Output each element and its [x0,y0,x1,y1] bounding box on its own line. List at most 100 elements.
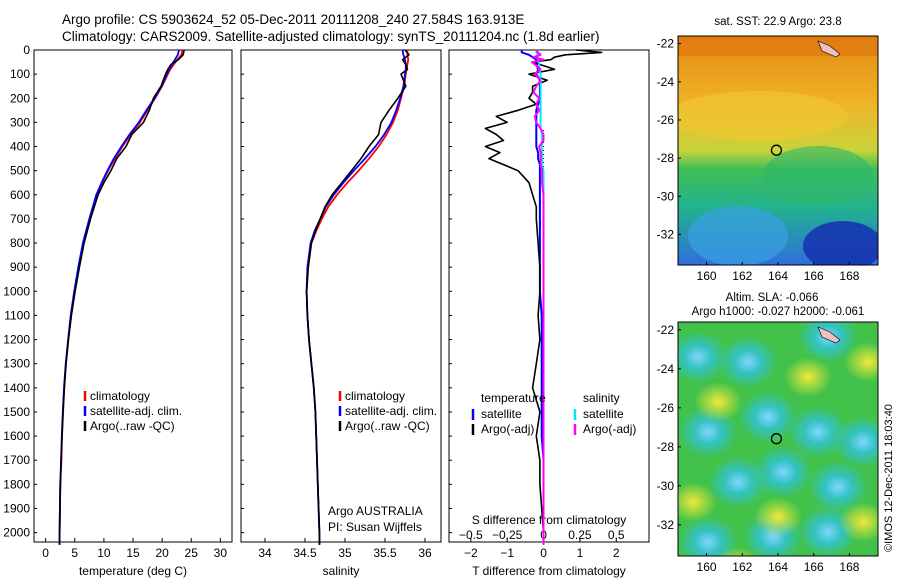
legend-title-temperature: temperature [481,391,546,405]
depth-tick-label: 900 [10,260,30,274]
difference-panel-frame [448,49,650,543]
lat-tick-label: -28 [657,440,675,454]
temperature-line-climatology [58,49,184,545]
lat-tick-label: -30 [657,479,675,493]
x-axis-label: temperature (deg C) [79,564,187,578]
lat-tick-label: -22 [657,323,675,337]
lat-tick-label: -24 [657,75,675,89]
x-tick-label: 0 [42,546,49,560]
lat-tick-label: -28 [657,151,675,165]
x-tick-label: 2 [613,546,620,560]
land-shape [817,40,841,58]
map-panels: -22 -24 -26 -28 -30 -32 160 162 164 166 168 sat. SS… [657,16,879,574]
sla-map-title-1: Altim. SLA: -0.066 [726,292,819,304]
legend-label: satellite-adj. clim. [90,404,182,418]
legend-label: Argo(..raw -QC) [90,419,175,433]
sla-low-blob [678,516,738,556]
difference-line-temp-argo [484,49,603,545]
depth-tick-label: 0 [23,43,30,57]
difference-panel: −2 −1 0 1 2 T difference from climatology S di… [448,49,650,578]
sla-high-blob [754,497,802,537]
sst-warm-band [678,36,878,56]
x-tick-label: 5 [71,546,78,560]
difference-line-temp-satellite [520,50,545,545]
legend-label: Argo(..raw -QC) [345,419,430,433]
profile-panels: 0100200300400500600700800900100011001200… [3,43,650,578]
lon-tick-label: 168 [839,560,859,574]
lat-tick-label: -26 [657,113,675,127]
x-tick-label: 1 [577,546,584,560]
sla-low-blob [788,406,848,458]
depth-tick-label: 1200 [3,333,30,347]
sst-yellow-patch [678,91,848,141]
annotation-line-1: Argo AUSTRALIA [328,504,423,518]
lat-tick-label: -26 [657,401,675,415]
lon-tick-label: 164 [768,560,788,574]
depth-tick-label: 1300 [3,357,30,371]
legend-title-salinity: salinity [583,391,620,405]
sla-high-blob [678,482,717,522]
depth-tick-label: 200 [10,91,30,105]
sla-map-title-2: Argo h1000: -0.027 h2000: -0.061 [692,306,865,318]
temperature-line-satellite [58,49,180,545]
lat-tick-label: -32 [657,227,675,241]
x-tick-label: 30 [214,546,228,560]
sla-low-blob [833,416,878,468]
temperature-panel-frame [33,49,233,543]
sla-map-field [678,322,878,556]
x-axis-label: T difference from climatology [472,564,626,578]
sla-map: -22 -24 -26 -28 -30 -32 160 162 164 166 168 Altim. … [657,292,879,574]
legend-label: Argo(-adj) [583,422,636,436]
temperature-line-argo [58,49,185,545]
sla-high-blob [839,502,878,542]
lon-tick-label: 160 [697,560,717,574]
x-tick-label: −2 [464,546,478,560]
profile-location-marker [770,144,783,156]
header-line-2: Climatology: CARS2009. Satellite-adjuste… [62,29,600,44]
x-tick-label: 36 [418,546,432,560]
depth-tick-label: 1900 [3,501,30,515]
lat-tick-label: -30 [657,189,675,203]
lon-tick-label: 166 [804,560,824,574]
depth-tick-label: 500 [10,164,30,178]
annotation-line-2: PI: Susan Wijffels [328,520,422,534]
x-tick-label: 10 [97,546,111,560]
x-axis-label: salinity [323,564,360,578]
sst-map: -22 -24 -26 -28 -30 -32 160 162 164 166 168 sat. SS… [657,16,879,283]
lon-tick-label: 162 [732,269,752,283]
lon-tick-label: 166 [804,269,824,283]
depth-tick-label: 1000 [3,284,30,298]
land-shape [817,326,841,344]
depth-tick-label: 700 [10,212,30,226]
lon-tick-label: 164 [768,269,788,283]
x-tick-label: 35 [338,546,352,560]
sst-map-field [678,36,878,265]
top-tick-label: −0.25 [492,528,523,542]
depth-tick-label: 1600 [3,429,30,443]
sst-cool-patch [688,206,788,265]
difference-line-sal-argo [530,49,545,545]
sla-high-blob [784,357,832,397]
sst-map-title: sat. SST: 22.9 Argo: 23.8 [714,16,841,28]
sla-low-blob [678,331,728,383]
x-tick-label: 35.5 [373,546,397,560]
x-tick-label: 34.5 [293,546,317,560]
depth-tick-label: 100 [10,67,30,81]
legend-label: satellite [583,407,624,421]
lat-tick-label: -24 [657,362,675,376]
sst-green-patch [763,146,873,206]
depth-tick-label: 300 [10,115,30,129]
salinity-panel-frame [240,49,442,543]
depth-tick-label: 600 [10,188,30,202]
lat-tick-label: -22 [657,37,675,51]
x-tick-label: 34 [258,546,272,560]
salinity-line-climatology [305,50,410,545]
x-tick-label: 0 [540,546,547,560]
legend-label: satellite-adj. clim. [345,404,437,418]
lon-tick-label: 160 [697,269,717,283]
sla-low-blob [798,322,858,363]
sla-low-blob [708,456,768,508]
depth-tick-label: 1400 [3,381,30,395]
x-tick-label: 20 [155,546,169,560]
